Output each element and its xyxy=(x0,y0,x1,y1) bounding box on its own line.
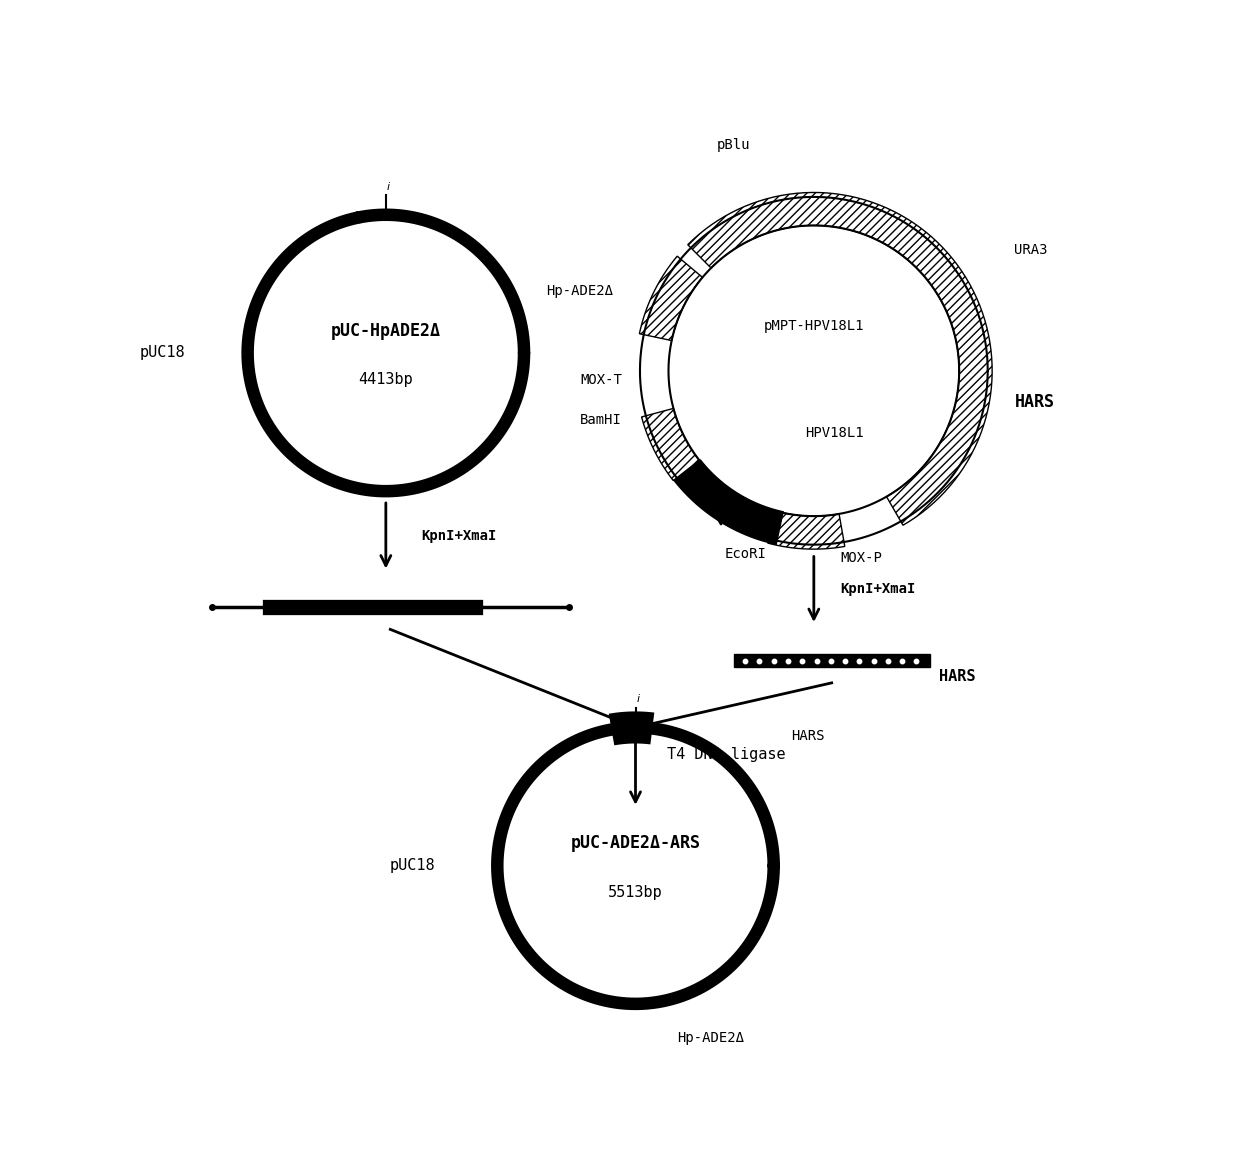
Text: HARS: HARS xyxy=(791,730,825,743)
Polygon shape xyxy=(768,511,844,549)
Text: Hp-ADE2Δ: Hp-ADE2Δ xyxy=(547,284,614,298)
Text: HARS: HARS xyxy=(1014,393,1054,411)
Text: KpnI+XmaI: KpnI+XmaI xyxy=(841,582,916,596)
Text: pUC-HpADE2Δ: pUC-HpADE2Δ xyxy=(331,322,441,339)
Text: i: i xyxy=(387,182,391,191)
Text: URA3: URA3 xyxy=(1014,243,1048,257)
Text: pUC-ADE2Δ-ARS: pUC-ADE2Δ-ARS xyxy=(570,835,701,852)
Polygon shape xyxy=(609,711,655,746)
Text: BamHI: BamHI xyxy=(580,413,622,427)
Text: HPV18L1: HPV18L1 xyxy=(805,426,863,440)
Polygon shape xyxy=(641,409,699,481)
Text: MOX-P: MOX-P xyxy=(841,551,883,565)
Text: Hp-ADE2Δ: Hp-ADE2Δ xyxy=(677,1031,744,1045)
Polygon shape xyxy=(688,192,992,526)
Text: 4413bp: 4413bp xyxy=(358,372,413,387)
Text: MOX-T: MOX-T xyxy=(580,373,622,387)
Text: EcoRI: EcoRI xyxy=(724,547,766,560)
Text: pUC18: pUC18 xyxy=(389,858,435,873)
Text: HARS: HARS xyxy=(939,669,975,684)
Text: pMPT-HPV18L1: pMPT-HPV18L1 xyxy=(764,320,864,334)
Text: KpnI+XmaI: KpnI+XmaI xyxy=(422,529,497,543)
Polygon shape xyxy=(673,460,784,545)
Text: pBlu: pBlu xyxy=(717,138,750,153)
Polygon shape xyxy=(640,256,703,340)
Text: i: i xyxy=(636,695,640,704)
Bar xyxy=(734,654,930,667)
Text: T4 DNA ligase: T4 DNA ligase xyxy=(667,747,785,762)
Text: pUC18: pUC18 xyxy=(140,345,186,360)
Text: 5513bp: 5513bp xyxy=(608,885,663,900)
